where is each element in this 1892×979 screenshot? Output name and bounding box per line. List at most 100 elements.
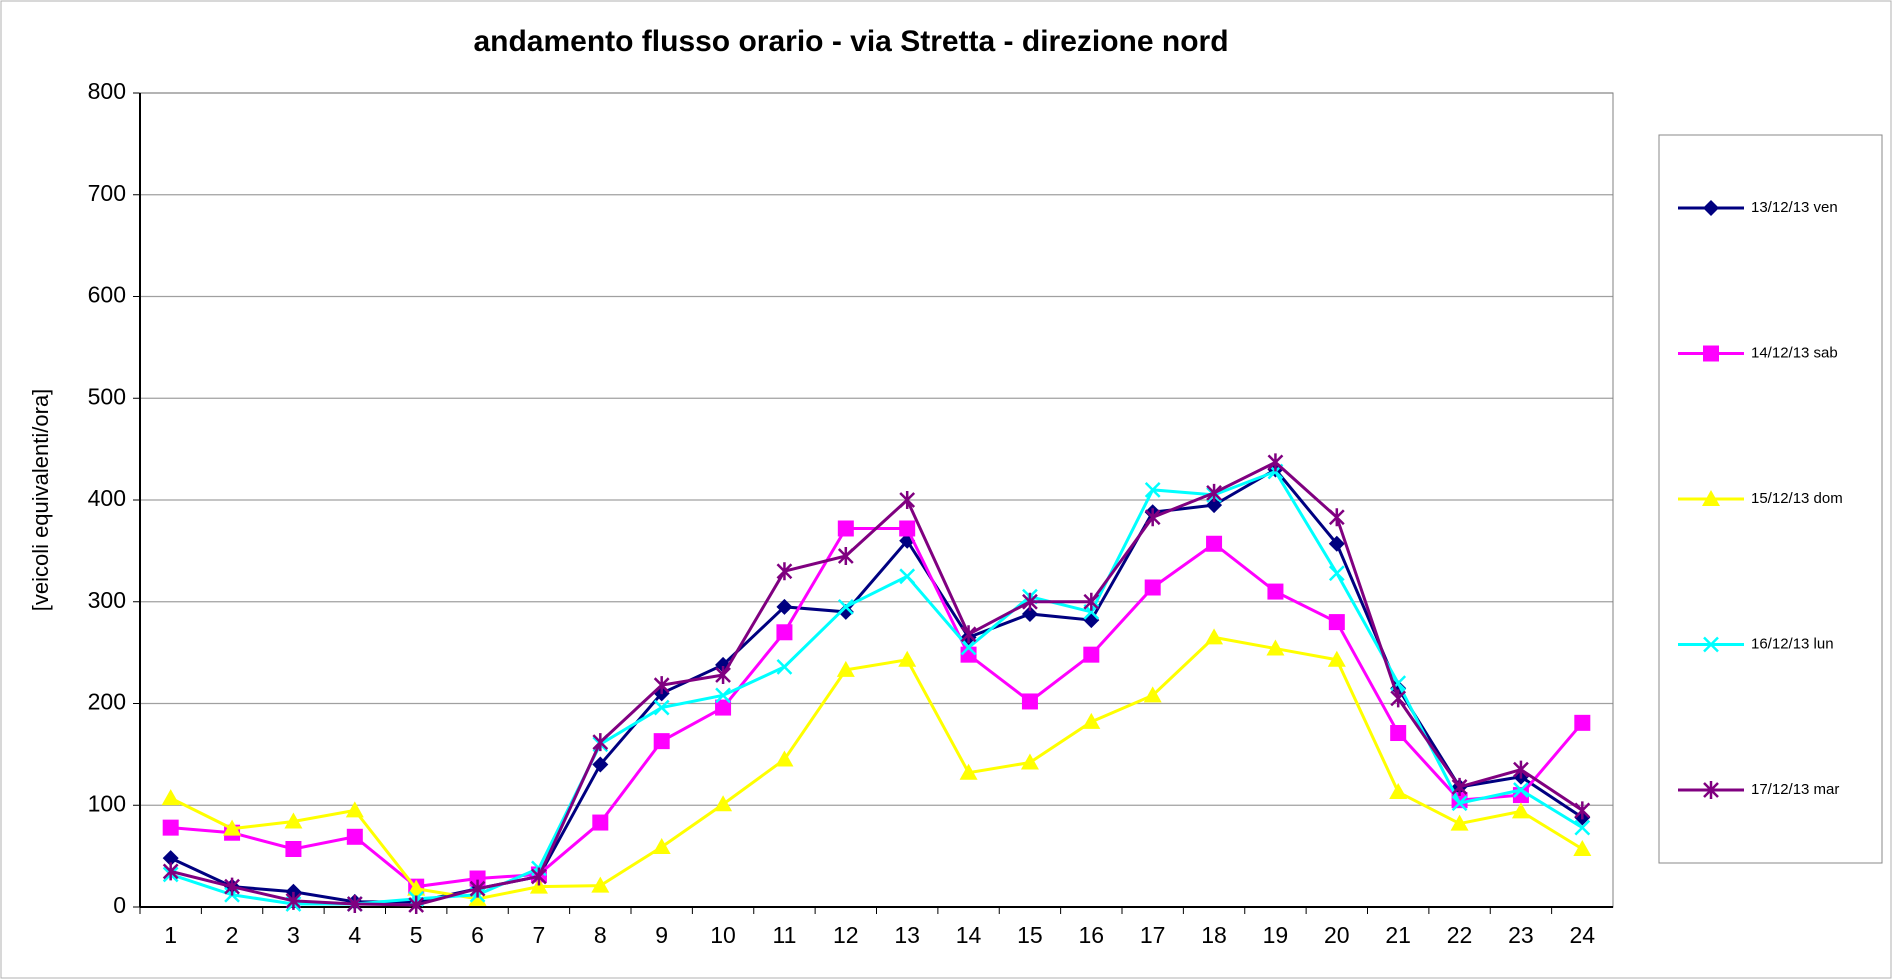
point-marker (959, 763, 978, 780)
point-marker (1513, 782, 1529, 798)
point-marker (1021, 693, 1038, 710)
point-marker (1144, 508, 1161, 527)
point-marker (775, 750, 794, 767)
x-tick-label: 12 (833, 922, 859, 948)
x-tick-label: 1 (164, 922, 177, 948)
legend-marker (1702, 490, 1720, 506)
point-marker (346, 828, 363, 845)
point-marker (592, 814, 609, 831)
series-line (170, 467, 1584, 904)
point-marker (1143, 686, 1162, 703)
x-tick-label: 16 (1079, 922, 1105, 948)
point-marker (1267, 583, 1284, 600)
point-marker (1574, 714, 1591, 731)
x-tick-label: 15 (1017, 922, 1043, 948)
point-marker (1328, 565, 1345, 582)
point-marker (836, 660, 855, 677)
point-marker (1574, 801, 1591, 820)
point-marker (161, 789, 180, 806)
x-tick-label: 2 (226, 922, 239, 948)
point-marker (1206, 483, 1222, 502)
point-marker (469, 879, 486, 898)
y-axis-label: [veicoli equivalenti/ora] (28, 389, 53, 612)
legend-marker (1703, 345, 1719, 362)
point-marker (1574, 819, 1591, 836)
legend-label: 13/12/13 ven (1751, 199, 1838, 216)
y-tick-label: 600 (88, 282, 126, 308)
point-marker (653, 676, 670, 695)
point-marker (899, 520, 916, 537)
legend-label: 17/12/13 mar (1751, 781, 1839, 798)
point-marker (223, 819, 242, 836)
point-marker (653, 699, 670, 716)
point-marker (407, 879, 426, 896)
series-line (170, 469, 1584, 906)
x-tick-label: 17 (1140, 922, 1166, 948)
y-tick-label: 100 (88, 790, 126, 816)
point-marker (898, 650, 917, 667)
point-marker (1513, 760, 1529, 779)
point-marker (591, 876, 610, 893)
point-marker (1511, 802, 1530, 819)
y-tick-label: 400 (88, 485, 126, 511)
point-marker (715, 687, 731, 704)
point-marker (899, 568, 916, 585)
point-marker (529, 877, 548, 894)
point-marker (162, 862, 179, 881)
point-marker (408, 895, 425, 914)
x-tick-label: 13 (894, 922, 920, 948)
legend-label: 16/12/13 lun (1751, 635, 1834, 652)
point-marker (714, 795, 733, 812)
x-tick-label: 14 (956, 922, 982, 948)
point-marker (1390, 689, 1407, 708)
point-marker (1328, 614, 1345, 631)
x-tick-label: 22 (1447, 922, 1473, 948)
point-marker (715, 699, 732, 716)
series-line (170, 635, 1584, 901)
point-marker (1328, 535, 1345, 552)
point-marker (899, 491, 916, 509)
point-marker (531, 867, 547, 886)
legend-label: 14/12/13 sab (1751, 344, 1838, 361)
legend-marker (1703, 636, 1719, 653)
point-marker (1022, 592, 1038, 611)
x-tick-label: 19 (1263, 922, 1289, 948)
point-marker (837, 546, 854, 565)
point-marker (346, 894, 363, 913)
point-marker (960, 639, 977, 656)
x-tick-label: 3 (287, 922, 300, 948)
point-marker (1328, 508, 1345, 527)
point-marker (224, 877, 240, 896)
point-marker (1267, 453, 1284, 472)
y-tick-label: 0 (113, 892, 126, 918)
point-marker (1082, 712, 1101, 729)
point-marker (776, 658, 793, 675)
legend-label: 15/12/13 dom (1751, 490, 1843, 507)
point-marker (345, 801, 364, 818)
x-tick-label: 10 (710, 922, 736, 948)
point-marker (1020, 753, 1039, 770)
y-tick-label: 200 (88, 689, 126, 715)
point-marker (592, 733, 609, 752)
point-marker (1451, 795, 1468, 812)
point-marker (1083, 646, 1100, 663)
point-marker (776, 562, 793, 581)
x-tick-label: 24 (1570, 922, 1596, 948)
point-marker (162, 819, 179, 836)
y-tick-label: 300 (88, 587, 126, 613)
x-tick-label: 6 (471, 922, 484, 948)
x-tick-label: 23 (1508, 922, 1534, 948)
point-marker (960, 625, 977, 644)
point-marker (1144, 481, 1161, 498)
point-marker (592, 756, 609, 773)
point-marker (1021, 605, 1038, 622)
x-tick-label: 4 (348, 922, 361, 948)
point-marker (1450, 814, 1469, 831)
legend-marker (1703, 781, 1719, 799)
point-marker (837, 520, 854, 537)
point-marker (1266, 639, 1285, 656)
x-tick-label: 21 (1385, 922, 1411, 948)
point-marker (1327, 650, 1346, 667)
